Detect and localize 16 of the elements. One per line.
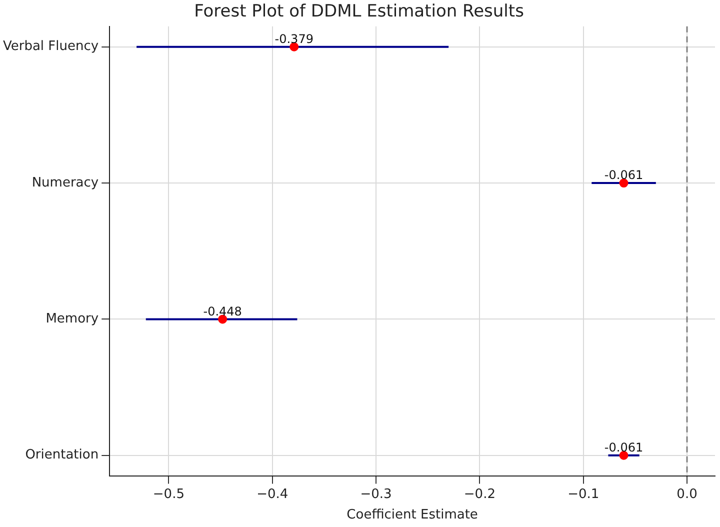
data-label: -0.061	[604, 168, 644, 182]
x-axis-title: Coefficient Estimate	[346, 508, 478, 523]
x-tick-label: −0.3	[360, 486, 392, 502]
y-tick-label: Orientation	[25, 448, 99, 463]
x-tick-label: 0.0	[676, 486, 698, 502]
x-tick-label: −0.5	[152, 486, 184, 502]
y-tick-label: Numeracy	[32, 175, 99, 190]
y-tick-label: Verbal Fluency	[2, 39, 99, 54]
x-tick-label: −0.4	[256, 486, 288, 502]
data-label: -0.061	[604, 440, 644, 454]
x-tick-label: −0.2	[464, 486, 496, 502]
data-label: -0.379	[274, 32, 314, 46]
chart-title: Forest Plot of DDML Estimation Results	[194, 2, 524, 22]
data-label: -0.448	[203, 304, 242, 318]
y-tick-label: Memory	[46, 312, 99, 327]
x-tick-label: −0.1	[568, 486, 600, 502]
